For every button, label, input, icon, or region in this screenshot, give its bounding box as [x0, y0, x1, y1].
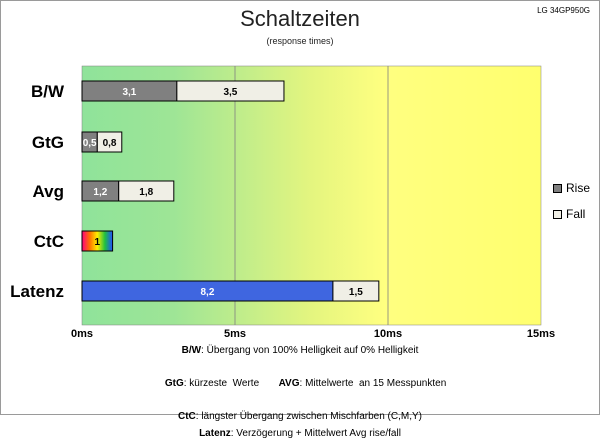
bar-ctc-label: 1	[95, 237, 101, 248]
note-bw: B/W: Übergang von 100% Helligkeit auf 0%…	[0, 343, 600, 360]
category-label: GtG	[32, 133, 64, 152]
note-gtg-key: GtG	[165, 378, 184, 389]
note-latenz-key: Latenz	[199, 428, 231, 439]
x-tick-label: 15ms	[527, 328, 555, 340]
category-label: CtC	[34, 232, 64, 251]
legend-swatch-rise	[553, 184, 562, 193]
x-tick-label: 0ms	[71, 328, 93, 340]
explanation-notes: B/W: Übergang von 100% Helligkeit auf 0%…	[0, 343, 600, 442]
note-bw-text: : Übergang von 100% Helligkeit auf 0% He…	[201, 345, 418, 356]
note-latenz: Latenz: Verzögerung + Mittelwert Avg ris…	[0, 426, 600, 442]
bar-latenz-avg-label: 1,5	[349, 287, 363, 298]
category-label: Latenz	[10, 282, 64, 301]
x-tick-label: 5ms	[224, 328, 246, 340]
bar-fall-label: 1,8	[139, 187, 153, 198]
note-avg-key: AVG	[279, 378, 300, 389]
bar-fall-label: 0,8	[103, 138, 117, 149]
category-label: Avg	[33, 182, 65, 201]
bar-fall-label: 3,5	[223, 87, 237, 98]
bar-rise-label: 1,2	[93, 187, 107, 198]
bar-rise-label: 0,5	[83, 138, 97, 149]
note-ctc-text: : längster Übergang zwischen Mischfarben…	[196, 411, 422, 422]
note-bw-key: B/W	[182, 345, 201, 356]
legend-label-rise: Rise	[566, 181, 590, 195]
note-latenz-text: : Verzögerung + Mittelwert Avg rise/fall	[231, 428, 401, 439]
legend-swatch-fall	[553, 210, 562, 219]
x-tick-label: 10ms	[374, 328, 402, 340]
legend: Rise Fall	[553, 180, 590, 232]
note-gtg-text: : kürzeste Werte	[184, 378, 279, 389]
legend-item-fall: Fall	[553, 206, 590, 222]
bar-rise-label: 3,1	[122, 87, 136, 98]
category-label: B/W	[31, 82, 65, 101]
bar-latenz-delay-label: 8,2	[201, 287, 215, 298]
legend-label-fall: Fall	[566, 207, 585, 221]
legend-item-rise: Rise	[553, 180, 590, 196]
note-ctc: CtC: längster Übergang zwischen Mischfar…	[0, 409, 600, 426]
note-ctc-key: CtC	[178, 411, 196, 422]
note-gtg-avg: GtG: kürzeste Werte AVG: Mittelwerte an …	[0, 360, 600, 410]
note-avg-text: : Mittelwerte an 15 Messpunkten	[300, 378, 447, 389]
